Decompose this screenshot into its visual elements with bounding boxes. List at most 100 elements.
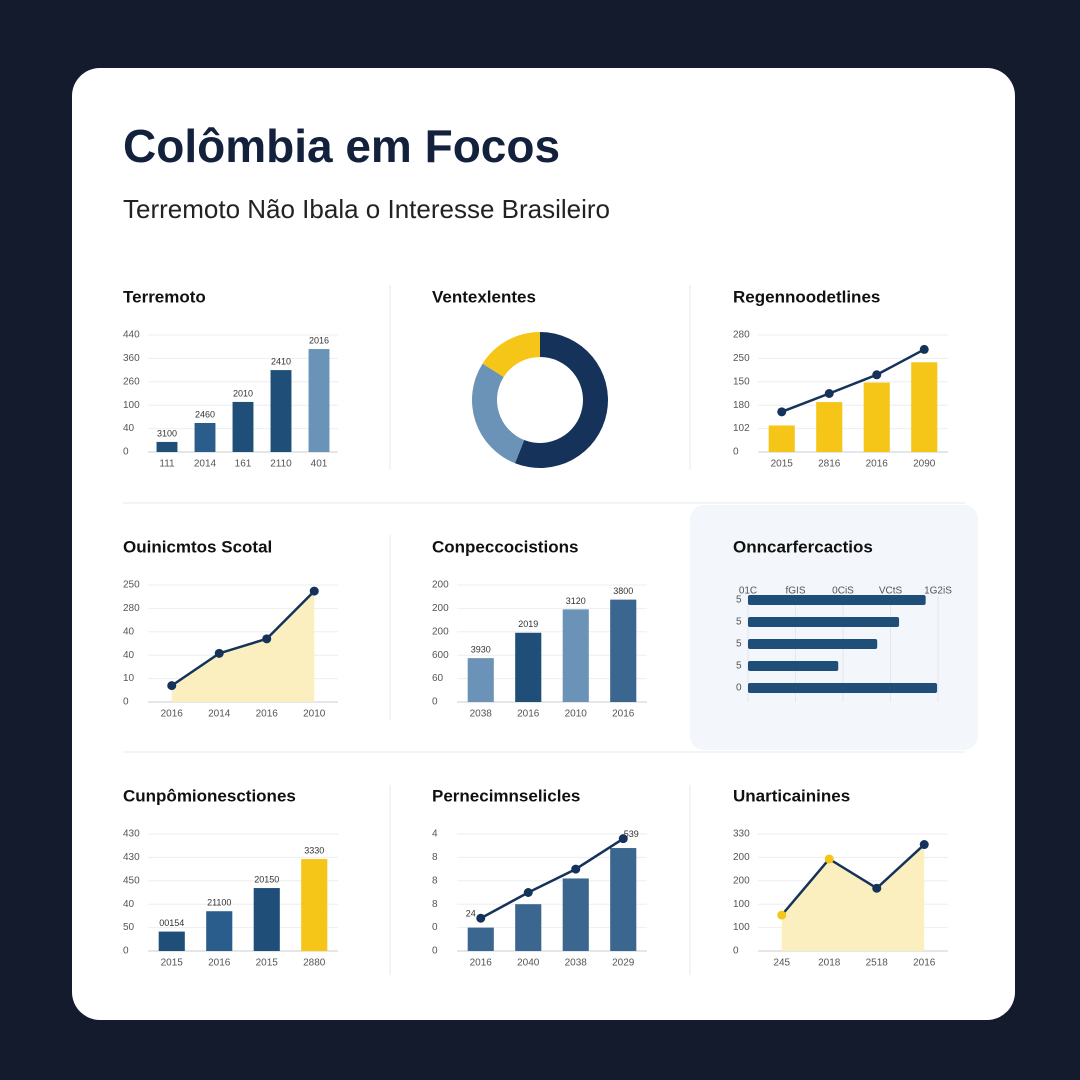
x-tick-label: VCtS [879,586,903,597]
x-tick-label: 245 [773,958,790,969]
chart-title: Onncarfercactios [733,537,873,556]
y-tick-label: 5 [736,617,742,628]
point [872,370,882,380]
y-tick-label: 100 [733,899,750,910]
page-subtitle: Terremoto Não Ibala o Interesse Brasilei… [123,194,610,224]
y-tick-label: 100 [123,400,140,411]
y-tick-label: 250 [123,580,140,591]
x-tick-label: 2029 [612,958,635,969]
annotation: 20150 [254,874,279,884]
x-tick-label: 2016 [256,709,279,720]
annotation: 3800 [613,586,633,596]
bar [515,904,542,951]
y-tick-label: 150 [733,376,750,387]
x-tick-label: 2010 [303,709,326,720]
chart-title: Conpeccocistions [432,537,578,556]
y-tick-label: 360 [123,353,140,364]
bar [194,422,216,452]
x-tick-label: 2010 [565,709,588,720]
bar [158,931,185,951]
y-tick-label: 280 [733,330,750,341]
y-tick-label: 40 [123,626,135,637]
annotation: 2010 [233,388,253,398]
y-tick-label: 0 [432,922,438,933]
point [167,681,177,691]
point [476,913,486,923]
x-tick-label: fGIS [785,586,805,597]
point [824,854,834,864]
bar [562,609,589,702]
x-tick-label: 2016 [161,709,184,720]
y-tick-label: 0 [123,697,129,708]
annotation: 2460 [195,409,215,419]
x-tick-label: 2816 [818,459,841,470]
chart-title: Regennoodetlines [733,287,880,306]
x-tick-label: 2016 [470,958,493,969]
bar [748,617,900,627]
point [214,648,224,658]
bar [863,382,890,452]
x-tick-label: 2090 [913,459,936,470]
annotation: 2016 [309,335,329,345]
annotation: 3100 [157,428,177,438]
point [919,840,929,850]
x-tick-label: 2110 [270,459,292,470]
x-tick-label: 2016 [208,958,231,969]
y-tick-label: 40 [123,899,135,910]
bar [156,441,178,452]
y-tick-label: 5 [736,661,742,672]
y-tick-label: 8 [432,875,438,886]
chart-title: Terremoto [123,287,206,306]
x-tick-label: 2015 [256,958,279,969]
bar [748,639,878,649]
y-tick-label: 200 [432,603,449,614]
y-tick-label: 10 [123,673,135,684]
y-tick-label: 280 [123,603,140,614]
bar [911,362,938,452]
bar [562,878,589,951]
y-tick-label: 5 [736,639,742,650]
bar [748,595,926,605]
y-tick-label: 0 [733,447,739,458]
x-tick-label: 2016 [517,709,540,720]
y-tick-label: 0 [733,946,739,957]
y-tick-label: 200 [733,852,750,863]
point [523,888,533,897]
x-tick-label: 2040 [517,958,540,969]
annotation: 539 [624,829,639,839]
bar [610,848,637,951]
annotation: 3120 [566,596,586,606]
annotation: 3330 [304,845,324,855]
bar [253,888,280,951]
point [777,407,787,417]
y-tick-label: 60 [432,673,444,684]
chart-title: Ventexlentes [432,287,536,306]
y-tick-label: 40 [123,423,135,434]
bar [467,927,494,951]
y-tick-label: 260 [123,376,140,387]
donut-slice [482,332,540,377]
chart-title: Ouinicmtos Scotal [123,537,272,556]
y-tick-label: 600 [432,650,449,661]
area [781,844,925,951]
bar [768,425,795,452]
x-tick-label: 1G2iS [924,586,952,597]
bar [515,632,542,702]
bar [206,911,233,951]
point [872,883,882,893]
x-tick-label: 161 [235,459,252,470]
y-tick-label: 0 [736,683,742,694]
x-tick-label: 2518 [866,958,889,969]
point [262,634,272,644]
y-tick-label: 330 [733,829,750,840]
x-tick-label: 2016 [913,958,936,969]
y-tick-label: 430 [123,829,140,840]
bar [232,401,254,452]
x-tick-label: 2016 [866,459,889,470]
point [571,864,581,874]
y-tick-label: 5 [736,595,742,606]
annotation: 2019 [518,619,538,629]
annotation: 3930 [471,645,491,655]
line [480,837,624,920]
